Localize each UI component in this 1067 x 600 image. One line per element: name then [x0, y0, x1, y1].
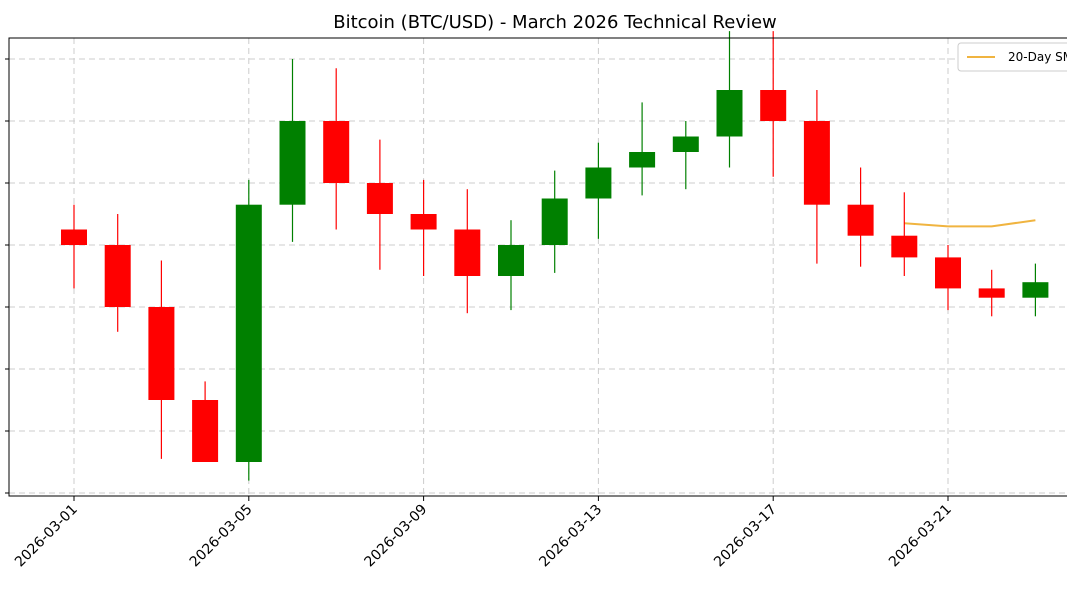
- sma-layer: [904, 219, 1036, 228]
- candle-body: [760, 90, 787, 121]
- candle-2026-03-01: [61, 204, 87, 289]
- candle-body: [323, 121, 350, 183]
- candle-2026-03-15: [672, 121, 699, 190]
- candle-2026-03-07: [323, 68, 350, 230]
- candle-2026-03-20: [891, 192, 918, 276]
- candle-2026-03-05: [235, 179, 262, 481]
- candle-2026-03-11: [498, 220, 524, 311]
- candle-body: [847, 204, 874, 236]
- candle-body: [1022, 282, 1049, 298]
- candle-2026-03-17: [760, 31, 787, 177]
- sma-line: [904, 219, 1036, 228]
- candle-body: [454, 229, 481, 276]
- candle-2026-03-06: [279, 59, 306, 242]
- candle-body: [410, 214, 437, 230]
- candle-body: [498, 245, 524, 276]
- candle-2026-03-04: [192, 381, 219, 462]
- candle-2026-03-09: [410, 179, 437, 276]
- candle-body: [935, 257, 961, 289]
- candle-body: [978, 288, 1005, 298]
- legend: 20-Day SMA: [957, 42, 1067, 72]
- candle-2026-03-23: [1022, 263, 1049, 317]
- candle-2026-03-12: [541, 170, 568, 273]
- candle-2026-03-10: [454, 189, 481, 314]
- candle-2026-03-18: [803, 90, 830, 264]
- candle-2026-03-21: [935, 245, 961, 311]
- candle-body: [279, 121, 306, 205]
- candle-2026-03-13: [585, 142, 612, 239]
- candle-body: [672, 136, 699, 152]
- legend-sma-label: 20-Day SMA: [1008, 50, 1067, 64]
- candle-body: [629, 152, 656, 168]
- candle-2026-03-22: [978, 269, 1005, 317]
- candle-body: [192, 400, 219, 462]
- plot-frame: [8, 37, 1067, 497]
- candle-body: [891, 235, 918, 258]
- candle-2026-03-19: [847, 167, 874, 267]
- candle-2026-03-03: [148, 260, 175, 459]
- candle-body: [235, 204, 262, 462]
- candle-2026-03-02: [104, 214, 131, 332]
- candle-body: [148, 307, 175, 400]
- chart-title: Bitcoin (BTC/USD) - March 2026 Technical…: [333, 12, 777, 33]
- candle-body: [716, 90, 743, 137]
- legend-box: [957, 42, 1067, 72]
- candle-2026-03-08: [366, 139, 393, 270]
- candle-layer: [61, 31, 1049, 481]
- candle-body: [803, 121, 830, 205]
- candle-body: [61, 229, 87, 245]
- candle-body: [104, 245, 131, 307]
- candle-2026-03-16: [716, 31, 743, 168]
- candle-body: [585, 167, 612, 199]
- candle-body: [541, 198, 568, 245]
- candle-body: [366, 183, 393, 214]
- candle-2026-03-14: [629, 102, 656, 196]
